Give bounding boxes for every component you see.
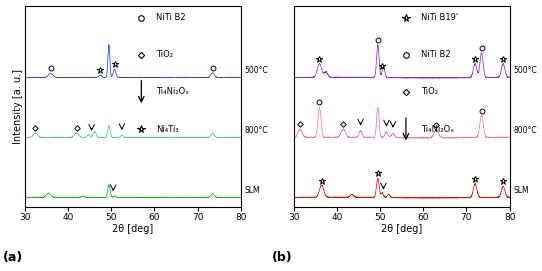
Text: TiO₂: TiO₂ xyxy=(157,50,173,59)
Text: 500°C: 500°C xyxy=(244,66,268,75)
X-axis label: 2θ [deg]: 2θ [deg] xyxy=(112,224,153,234)
Y-axis label: Intensity [a. u.]: Intensity [a. u.] xyxy=(13,69,23,144)
X-axis label: 2θ [deg]: 2θ [deg] xyxy=(381,224,422,234)
Text: NiTi B2: NiTi B2 xyxy=(157,13,186,22)
Text: SLM: SLM xyxy=(513,186,529,195)
Text: 800°C: 800°C xyxy=(244,126,268,135)
Text: 800°C: 800°C xyxy=(513,126,537,135)
Text: NiTi B2: NiTi B2 xyxy=(421,50,451,59)
Text: Ti₄Ni₂Oₓ: Ti₄Ni₂Oₓ xyxy=(157,88,190,96)
Text: NiTi B19': NiTi B19' xyxy=(421,13,458,22)
Text: (a): (a) xyxy=(3,251,23,264)
Text: 500°C: 500°C xyxy=(513,66,537,75)
Text: TiO₂: TiO₂ xyxy=(421,88,438,96)
Text: Ni₄Ti₃: Ni₄Ti₃ xyxy=(157,125,179,134)
Text: (b): (b) xyxy=(272,251,293,264)
Text: Ti₄Ni₂Oₓ: Ti₄Ni₂Oₓ xyxy=(421,125,454,134)
Text: SLM: SLM xyxy=(244,186,260,195)
